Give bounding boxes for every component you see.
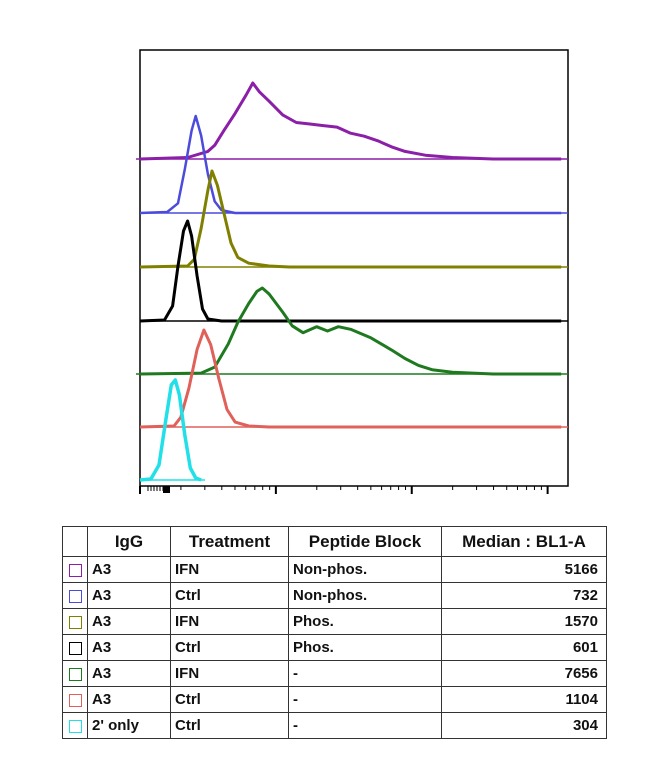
legend-swatch	[68, 615, 82, 629]
cell-igg: A3	[87, 686, 171, 713]
legend-swatch	[68, 667, 82, 681]
legend-row: A3 IFN Phos. 1570	[62, 608, 607, 635]
histogram-curve-0	[139, 81, 562, 161]
legend-swatch	[68, 641, 82, 655]
histogram-curve-4	[139, 286, 562, 376]
legend-swatch-cell	[62, 712, 88, 739]
legend-header-row: IgG Treatment Peptide Block Median : BL1…	[62, 526, 607, 557]
cell-treatment: Ctrl	[170, 712, 289, 739]
legend-swatch-cell	[62, 686, 88, 713]
cell-peptide-block: -	[288, 660, 442, 687]
cell-median: 7656	[441, 660, 607, 687]
curves-layer	[139, 81, 562, 482]
cell-igg: A3	[87, 634, 171, 661]
legend-swatch-cell	[62, 556, 88, 583]
cell-treatment: IFN	[170, 660, 289, 687]
legend-row: 2' only Ctrl -304	[62, 712, 607, 739]
cell-treatment: Ctrl	[170, 582, 289, 609]
legend-body: A3 IFN Non-phos. 5166 A3 Ctrl Non-phos. 732 A3 IF…	[62, 556, 607, 739]
header-median: Median : BL1-A	[441, 526, 607, 557]
cell-igg: 2' only	[87, 712, 171, 739]
cell-igg: A3	[87, 660, 171, 687]
cell-peptide-block: Non-phos.	[288, 582, 442, 609]
histogram-curve-3	[139, 219, 562, 323]
legend-swatch	[68, 589, 82, 603]
cell-median: 732	[441, 582, 607, 609]
swatch-header	[62, 526, 88, 557]
legend-row: A3 Ctrl -1104	[62, 686, 607, 713]
legend-swatch-cell	[62, 634, 88, 661]
cell-peptide-block: Phos.	[288, 608, 442, 635]
histogram-plot	[136, 49, 569, 494]
cell-median: 304	[441, 712, 607, 739]
legend-row: A3 IFN Non-phos. 5166	[62, 556, 607, 583]
legend-row: A3 IFN -7656	[62, 660, 607, 687]
legend-swatch-cell	[62, 582, 88, 609]
header-peptide-block: Peptide Block	[288, 526, 442, 557]
cell-treatment: Ctrl	[170, 686, 289, 713]
cell-igg: A3	[87, 556, 171, 583]
cell-peptide-block: -	[288, 712, 442, 739]
cell-treatment: IFN	[170, 556, 289, 583]
histogram-curve-6	[139, 378, 202, 482]
cell-median: 601	[441, 634, 607, 661]
cell-igg: A3	[87, 608, 171, 635]
header-treatment: Treatment	[170, 526, 289, 557]
legend-row: A3 Ctrl Non-phos. 732	[62, 582, 607, 609]
cell-peptide-block: Phos.	[288, 634, 442, 661]
legend-swatch	[68, 563, 82, 577]
cell-peptide-block: -	[288, 686, 442, 713]
cell-igg: A3	[87, 582, 171, 609]
cell-treatment: Ctrl	[170, 634, 289, 661]
cell-median: 1570	[441, 608, 607, 635]
legend-swatch-cell	[62, 660, 88, 687]
cell-peptide-block: Non-phos.	[288, 556, 442, 583]
legend-swatch	[68, 693, 82, 707]
legend-swatch-cell	[62, 608, 88, 635]
x-axis-ticks	[139, 486, 549, 494]
legend-swatch	[68, 719, 82, 733]
header-igg: IgG	[87, 526, 171, 557]
cell-median: 5166	[441, 556, 607, 583]
legend-table: IgG Treatment Peptide Block Median : BL1…	[62, 526, 607, 739]
cell-median: 1104	[441, 686, 607, 713]
cell-treatment: IFN	[170, 608, 289, 635]
x-axis-marker	[163, 486, 170, 493]
legend-row: A3 Ctrl Phos. 601	[62, 634, 607, 661]
